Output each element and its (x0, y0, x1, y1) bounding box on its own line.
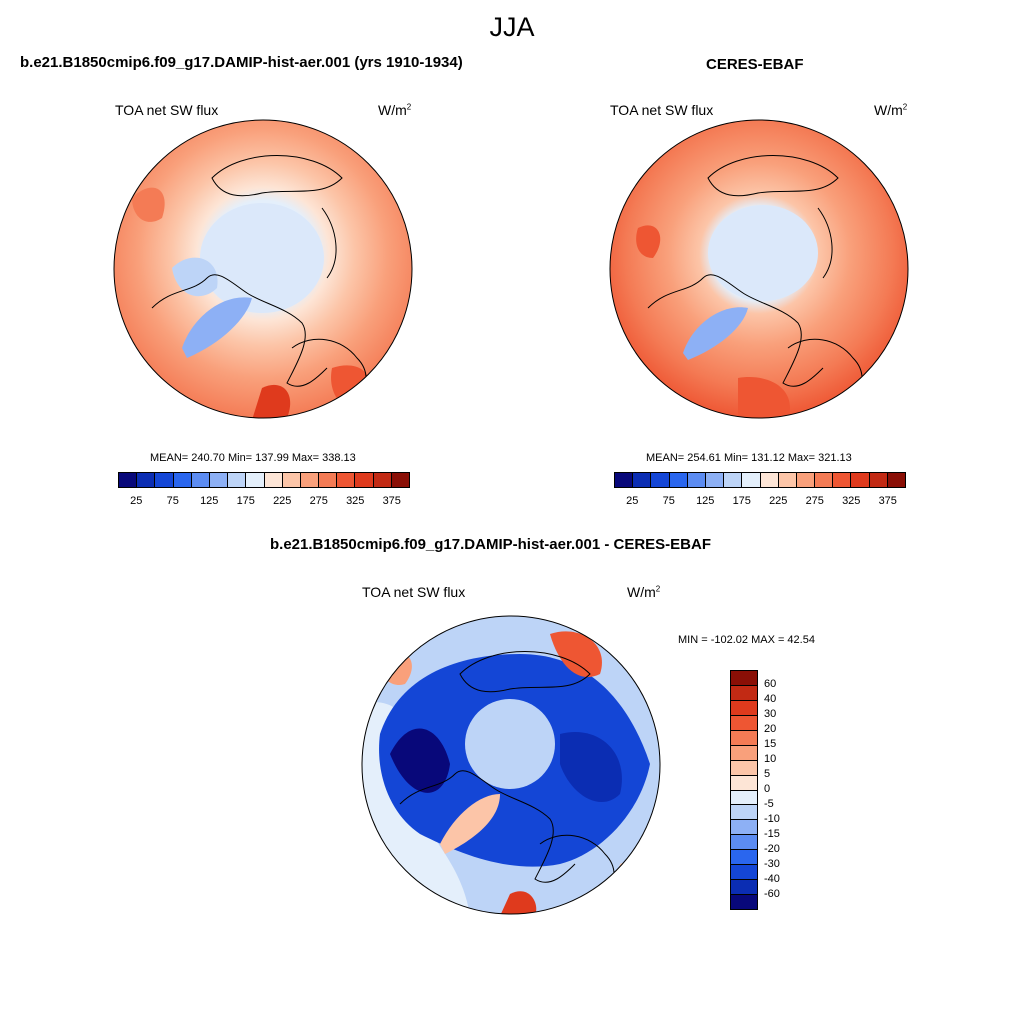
figure-title: JJA (489, 12, 535, 42)
colorbar-swatch (731, 880, 757, 896)
colorbar-tick-label: 15 (764, 738, 777, 750)
colorbar-tick-label: -60 (764, 888, 780, 900)
colorbar-swatch (887, 473, 905, 487)
colorbar-tick-label: 375 (382, 495, 401, 507)
colorbar-swatch (731, 835, 757, 851)
colorbar-swatch (731, 700, 757, 716)
colorbar-tick-label: -10 (764, 813, 780, 825)
colorbar-swatch (209, 473, 229, 487)
colorbar-swatch (869, 473, 888, 487)
colorbar-tick-label: -20 (764, 843, 780, 855)
colorbar-swatch (731, 671, 757, 686)
panel-3-polar-map (361, 615, 661, 915)
panel-3-units: W/m2 (627, 584, 661, 600)
colorbar-swatch (833, 473, 852, 487)
colorbar-swatch (615, 473, 634, 487)
colorbar-swatch (731, 715, 757, 731)
panel-3-stats: MIN = -102.02 MAX = 42.54 (678, 634, 815, 646)
colorbar-swatch (119, 473, 138, 487)
colorbar-tick-label: 75 (166, 495, 179, 507)
colorbar-tick-label: 225 (273, 495, 292, 507)
colorbar-tick-label: 25 (626, 495, 639, 507)
panel-3-colorbar (730, 670, 758, 910)
colorbar-tick-label: 125 (200, 495, 219, 507)
panel-2-polar-map (609, 119, 909, 419)
colorbar-tick-label: 75 (662, 495, 675, 507)
colorbar-swatch (282, 473, 301, 487)
colorbar-swatch (355, 473, 374, 487)
colorbar-swatch (731, 745, 757, 761)
colorbar-swatch (796, 473, 816, 487)
colorbar-swatch (815, 473, 834, 487)
colorbar-swatch (731, 760, 757, 776)
colorbar-swatch (137, 473, 156, 487)
colorbar-swatch (731, 805, 757, 821)
colorbar-swatch (731, 850, 757, 866)
colorbar-tick-label: 25 (130, 495, 143, 507)
colorbar-tick-label: 5 (764, 768, 771, 780)
colorbar-swatch (731, 865, 757, 881)
panel-2-variable-label: TOA net SW flux (610, 102, 714, 118)
panel-1-stats: MEAN= 240.70 Min= 137.99 Max= 338.13 (150, 452, 356, 464)
colorbar-swatch (742, 473, 761, 487)
colorbar-swatch (337, 473, 356, 487)
panel-1-units: W/m2 (378, 102, 412, 118)
panel-1-variable-label: TOA net SW flux (115, 102, 219, 118)
colorbar-tick-label: -40 (764, 873, 780, 885)
colorbar-tick-label: 10 (764, 753, 777, 765)
colorbar-tick-label: -30 (764, 858, 780, 870)
colorbar-swatch (228, 473, 247, 487)
colorbar-swatch (391, 473, 409, 487)
panel-3-colorbar-ticks: 60 40 30 20 15 10 5 0 -5 -10 -15 -20 -30 -40 -60 (764, 670, 804, 910)
colorbar-swatch (155, 473, 174, 487)
colorbar-swatch (191, 473, 210, 487)
colorbar-swatch (724, 473, 743, 487)
colorbar-swatch (669, 473, 688, 487)
colorbar-swatch (687, 473, 706, 487)
colorbar-swatch (705, 473, 725, 487)
colorbar-tick-label: 30 (764, 708, 777, 720)
panel-3-variable-label: TOA net SW flux (362, 584, 466, 600)
colorbar-swatch (300, 473, 320, 487)
panel-2-colorbar (614, 472, 906, 488)
panel-2-title: CERES-EBAF (706, 56, 804, 73)
colorbar-tick-label: -5 (764, 798, 774, 810)
colorbar-swatch (633, 473, 652, 487)
panel-1-colorbar (118, 472, 410, 488)
panel-2-stats: MEAN= 254.61 Min= 131.12 Max= 321.13 (646, 452, 852, 464)
colorbar-swatch (651, 473, 670, 487)
colorbar-swatch (264, 473, 283, 487)
colorbar-tick-label: 275 (309, 495, 328, 507)
colorbar-tick-label: 125 (696, 495, 715, 507)
colorbar-tick-label: 325 (346, 495, 365, 507)
colorbar-swatch (731, 790, 757, 806)
colorbar-swatch (319, 473, 338, 487)
colorbar-swatch (731, 730, 757, 746)
colorbar-swatch (731, 685, 757, 701)
colorbar-swatch (731, 820, 757, 836)
colorbar-tick-label: -15 (764, 828, 780, 840)
colorbar-tick-label: 0 (764, 783, 771, 795)
colorbar-swatch (246, 473, 265, 487)
colorbar-tick-label: 175 (732, 495, 751, 507)
panel-2-units: W/m2 (874, 102, 908, 118)
colorbar-swatch (731, 895, 757, 909)
colorbar-tick-label: 40 (764, 693, 777, 705)
panel-1-polar-map (113, 119, 413, 419)
panel-1-title: b.e21.B1850cmip6.f09_g17.DAMIP-hist-aer.… (20, 54, 463, 71)
colorbar-swatch (373, 473, 392, 487)
colorbar-tick-label: 225 (769, 495, 788, 507)
colorbar-tick-label: 175 (236, 495, 255, 507)
colorbar-swatch (778, 473, 797, 487)
colorbar-swatch (851, 473, 870, 487)
colorbar-swatch (760, 473, 779, 487)
colorbar-tick-label: 20 (764, 723, 777, 735)
colorbar-tick-label: 60 (764, 678, 777, 690)
colorbar-tick-label: 375 (878, 495, 897, 507)
colorbar-swatch (731, 775, 757, 791)
colorbar-tick-label: 325 (842, 495, 861, 507)
colorbar-tick-label: 275 (805, 495, 824, 507)
colorbar-swatch (173, 473, 192, 487)
panel-3-title: b.e21.B1850cmip6.f09_g17.DAMIP-hist-aer.… (270, 536, 711, 553)
